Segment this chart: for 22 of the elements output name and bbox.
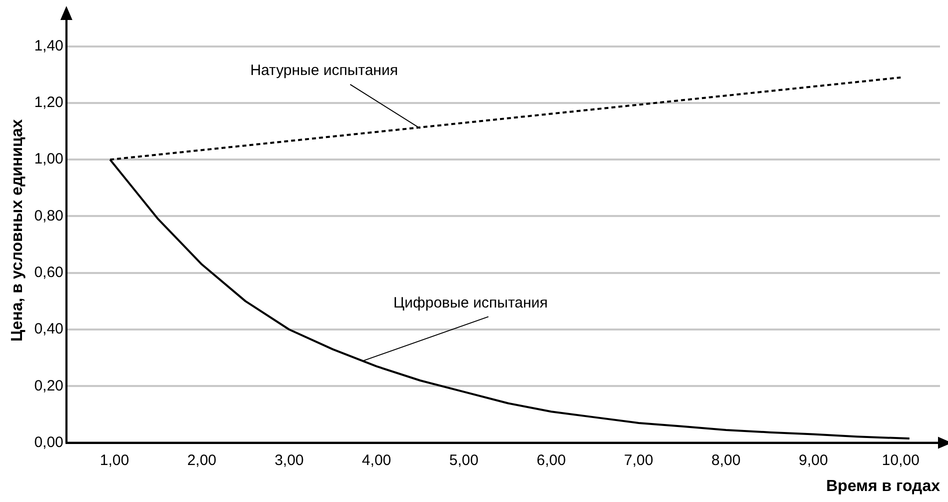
y-tick-label: 1,40 xyxy=(34,37,64,54)
x-tick-label: 7,00 xyxy=(624,452,654,469)
annotation: Натурные испытания xyxy=(250,62,398,80)
x-tick-label: 9,00 xyxy=(798,452,828,469)
y-tick-label: 0,20 xyxy=(34,377,64,394)
y-tick-label: 0,00 xyxy=(34,434,64,451)
y-tick-label: 0,40 xyxy=(34,320,64,338)
x-tick-label: 8,00 xyxy=(711,452,741,469)
x-tick-label: 10,00 xyxy=(882,452,920,469)
y-tick-label: 0,60 xyxy=(34,264,64,282)
x-tick-label: 5,00 xyxy=(449,452,478,469)
y-tick-label: 1,20 xyxy=(34,94,64,112)
x-tick-label: 1,00 xyxy=(100,452,130,469)
x-axis-title: Время в годах xyxy=(826,478,940,495)
y-axis-title: Цена, в условных единицах xyxy=(9,119,26,342)
y-tick-label: 0,80 xyxy=(34,207,64,224)
x-tick-label: 4,00 xyxy=(362,452,392,469)
y-tick-label: 1,00 xyxy=(34,150,64,168)
x-tick-label: 6,00 xyxy=(536,452,566,469)
annotation: Цифровые испытания xyxy=(393,294,548,312)
x-tick-label: 3,00 xyxy=(274,452,304,469)
x-tick-label: 2,00 xyxy=(187,452,216,469)
